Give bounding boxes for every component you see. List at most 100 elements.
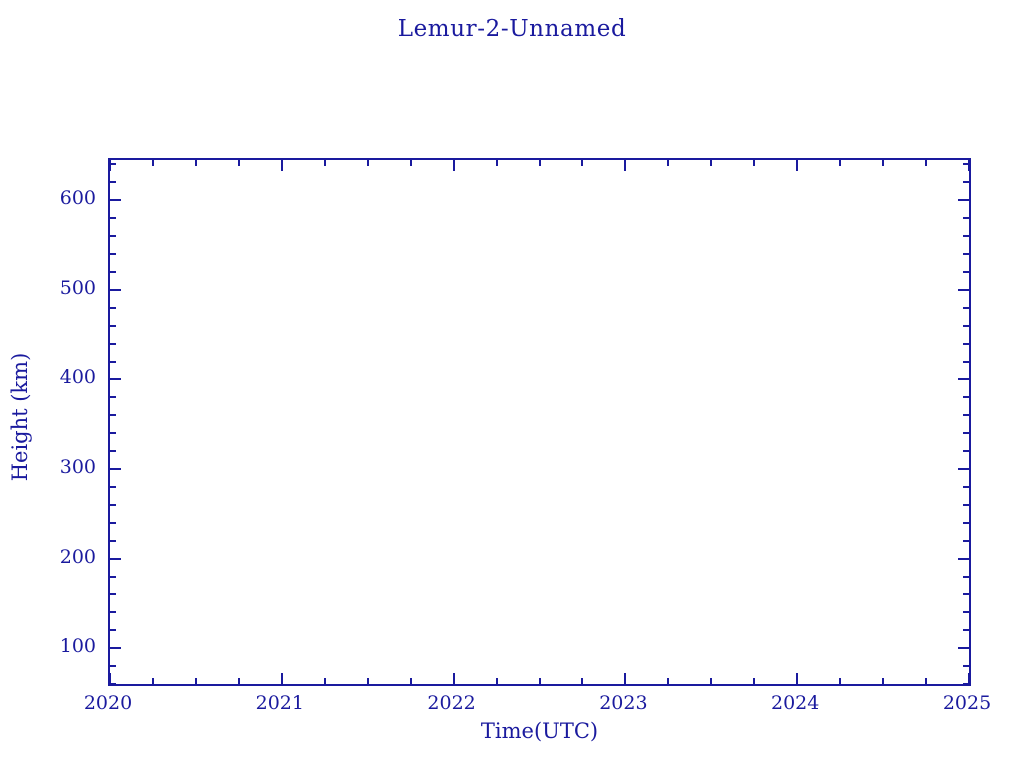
y-minor-tick <box>110 593 116 596</box>
x-minor-tick-top <box>581 160 584 166</box>
x-minor-tick-top <box>710 160 713 166</box>
y-minor-tick <box>110 450 116 453</box>
y-tick-label: 100 <box>59 635 96 658</box>
y-minor-tick-right <box>963 432 969 435</box>
y-major-tick <box>110 288 121 291</box>
x-major-tick <box>624 673 627 684</box>
y-tick-label: 200 <box>59 545 96 568</box>
y-minor-tick-right <box>963 270 969 273</box>
y-tick-label: 400 <box>59 366 96 389</box>
y-minor-tick-right <box>963 521 969 524</box>
x-minor-tick <box>538 678 541 684</box>
x-minor-tick <box>581 678 584 684</box>
x-major-tick <box>452 673 455 684</box>
x-minor-tick-top <box>925 160 928 166</box>
y-major-tick-right <box>958 557 969 560</box>
y-minor-tick <box>110 539 116 542</box>
x-tick-label: 2025 <box>942 692 992 714</box>
x-minor-tick <box>882 678 885 684</box>
y-tick-label: 300 <box>59 456 96 479</box>
x-minor-tick-top <box>323 160 326 166</box>
x-major-tick-top <box>280 160 283 171</box>
y-major-tick <box>110 557 121 560</box>
y-minor-tick-right <box>963 217 969 220</box>
x-tick-label: 2024 <box>771 692 820 714</box>
x-minor-tick-top <box>753 160 756 166</box>
y-tick-label: 500 <box>59 276 96 299</box>
x-tick-label: 2020 <box>83 692 133 714</box>
y-minor-tick-right <box>963 324 969 327</box>
y-minor-tick-right <box>963 503 969 506</box>
data-series-layer <box>110 160 969 684</box>
y-major-tick <box>110 378 121 381</box>
x-minor-tick <box>925 678 928 684</box>
x-major-tick-top <box>110 160 111 171</box>
x-minor-tick <box>366 678 369 684</box>
x-major-tick-top <box>968 160 969 171</box>
y-minor-tick-right <box>963 629 969 632</box>
y-minor-tick <box>110 253 116 256</box>
y-minor-tick-right <box>963 163 969 166</box>
plot-area <box>108 158 971 686</box>
x-major-tick <box>968 673 969 684</box>
x-minor-tick <box>323 678 326 684</box>
y-minor-tick-right <box>963 450 969 453</box>
plot-inner <box>110 160 969 684</box>
y-minor-tick-right <box>963 396 969 399</box>
y-major-tick-right <box>958 468 969 471</box>
y-minor-tick-right <box>963 181 969 184</box>
y-minor-tick <box>110 360 116 363</box>
x-axis-tick-labels: 2020 2021 2022 2023 2024 2025 <box>84 692 991 720</box>
y-minor-tick-right <box>963 342 969 345</box>
y-major-tick-right <box>958 288 969 291</box>
x-minor-tick <box>237 678 240 684</box>
chart-title: Lemur-2-Unnamed <box>397 16 627 42</box>
y-minor-tick <box>110 306 116 309</box>
y-minor-tick <box>110 163 116 166</box>
x-minor-tick <box>409 678 412 684</box>
y-minor-tick <box>110 181 116 184</box>
x-major-tick <box>280 673 283 684</box>
y-major-tick-right <box>958 378 969 381</box>
x-minor-tick-top <box>495 160 498 166</box>
y-minor-tick-right <box>963 683 969 684</box>
x-tick-label: 2023 <box>599 692 648 714</box>
y-minor-tick <box>110 629 116 632</box>
y-minor-tick-right <box>963 611 969 614</box>
y-minor-tick <box>110 683 116 684</box>
x-tick-label: 2021 <box>255 692 304 714</box>
y-minor-tick <box>110 611 116 614</box>
x-major-tick <box>110 673 111 684</box>
x-major-tick-top <box>796 160 799 171</box>
y-major-tick <box>110 468 121 471</box>
x-minor-tick-top <box>667 160 670 166</box>
x-minor-tick-top <box>151 160 154 166</box>
y-minor-tick <box>110 432 116 435</box>
x-minor-tick-top <box>882 160 885 166</box>
y-minor-tick-right <box>963 414 969 417</box>
y-minor-tick <box>110 521 116 524</box>
x-minor-tick <box>495 678 498 684</box>
y-major-tick <box>110 199 121 202</box>
y-minor-tick-right <box>963 253 969 256</box>
x-minor-tick <box>194 678 197 684</box>
y-minor-tick <box>110 485 116 488</box>
y-minor-tick <box>110 235 116 238</box>
y-minor-tick-right <box>963 306 969 309</box>
x-minor-tick <box>151 678 154 684</box>
y-tick-label: 600 <box>59 187 96 210</box>
y-minor-tick-right <box>963 575 969 578</box>
y-minor-tick <box>110 324 116 327</box>
x-axis-title: Time(UTC) <box>480 719 599 743</box>
x-minor-tick <box>710 678 713 684</box>
x-minor-tick-top <box>194 160 197 166</box>
x-major-tick-top <box>452 160 455 171</box>
x-minor-tick-top <box>237 160 240 166</box>
y-minor-tick-right <box>963 235 969 238</box>
y-minor-tick <box>110 217 116 220</box>
x-minor-tick <box>753 678 756 684</box>
y-minor-tick <box>110 503 116 506</box>
x-minor-tick <box>667 678 670 684</box>
y-minor-tick-right <box>963 665 969 668</box>
